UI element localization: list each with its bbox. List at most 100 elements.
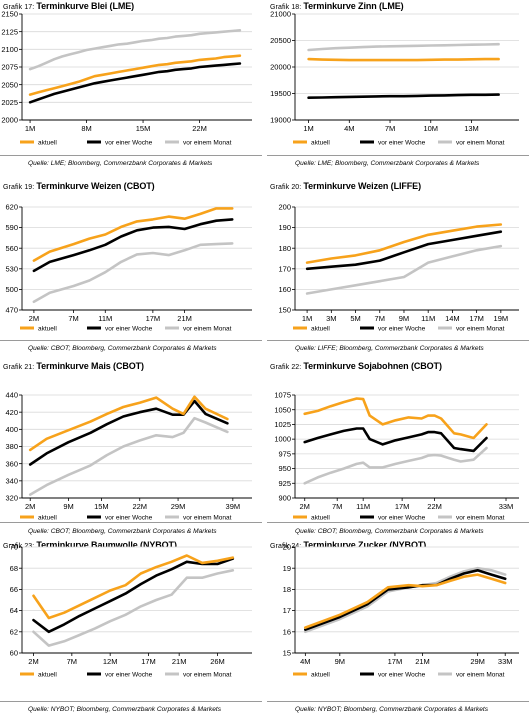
line-chart-tin: 19000 19500 20000 20500 21000 1M 4M 7M 10M 13M akt… xyxy=(270,10,519,146)
x-tick-label: 11M xyxy=(421,314,435,323)
x-tick-label: 2M xyxy=(300,502,310,511)
legend-label: vor einer Woche xyxy=(378,671,426,678)
y-tick-label: 17 xyxy=(283,606,291,615)
divider xyxy=(0,340,262,341)
series-line-vor-einer-woche xyxy=(307,93,500,99)
x-tick-label: 7M xyxy=(332,502,342,511)
x-tick-label: 11M xyxy=(98,314,112,323)
x-tick-label: 10M xyxy=(423,124,438,133)
legend-label: aktuell xyxy=(38,139,57,146)
y-tick-label: 21000 xyxy=(270,10,291,19)
y-tick-label: 1075 xyxy=(274,391,291,400)
source-note: Quelle: CBOT; Bloomberg, Commerzbank Cor… xyxy=(28,528,217,535)
x-tick-label: 22M xyxy=(427,502,442,511)
y-tick-label: 60 xyxy=(10,649,18,658)
x-tick-label: 29M xyxy=(470,657,485,666)
legend-label: vor einer Woche xyxy=(378,514,426,521)
y-tick-label: 19 xyxy=(283,564,291,573)
legend-label: vor einem Monat xyxy=(456,671,505,678)
source-note: Quelle: LME; Bloomberg, Commerzbank Corp… xyxy=(28,160,213,167)
chart-panel-g23: Grafik 23: Terminkurve Baumwolle (NYBOT)… xyxy=(0,539,262,714)
x-tick-label: 33M xyxy=(498,657,513,666)
y-tick-label: 18 xyxy=(283,585,291,594)
x-tick-label: 7M xyxy=(67,657,77,666)
y-tick-label: 1000 xyxy=(274,435,291,444)
x-tick-label: 8M xyxy=(81,124,91,133)
x-tick-label: 1M xyxy=(303,124,313,133)
x-tick-label: 9M xyxy=(399,314,409,323)
x-tick-label: 29M xyxy=(171,502,186,511)
source-note: Quelle: LME; Bloomberg, Commerzbank Corp… xyxy=(295,160,480,167)
divider xyxy=(0,701,262,702)
line-chart-sugar: 15 16 17 18 19 20 4M 9M 17M 21M 29M 33M aktuell vor e… xyxy=(283,543,519,678)
source-note: Quelle: NYBOT; Bloomberg, Commerzbank Co… xyxy=(28,706,221,713)
y-tick-label: 150 xyxy=(278,306,291,315)
chart-panel-g20: Grafik 20: Terminkurve Weizen (LIFFE) 15… xyxy=(267,180,529,355)
divider xyxy=(267,155,529,156)
y-tick-label: 2150 xyxy=(1,10,18,19)
series-line-aktuell xyxy=(32,207,234,262)
y-tick-label: 590 xyxy=(5,223,18,232)
source-note: Quelle: NYBOT; Bloomberg, Commerzbank Co… xyxy=(295,706,488,713)
x-tick-label: 22M xyxy=(132,502,147,511)
y-tick-label: 400 xyxy=(5,425,18,434)
line-chart-cotton: 60 62 64 66 68 70 2M 7M 12M 17M 21M 26M aktuell vor e… xyxy=(10,543,252,678)
legend-label: aktuell xyxy=(311,671,330,678)
chart-title: Grafik 19: Terminkurve Weizen (CBOT) xyxy=(3,181,155,191)
y-tick-label: 200 xyxy=(278,203,291,212)
y-tick-label: 180 xyxy=(278,244,291,253)
y-tick-label: 380 xyxy=(5,442,18,451)
y-tick-label: 2075 xyxy=(1,63,18,72)
series-line-vor-einer-woche xyxy=(32,218,234,273)
series-line-vor-einer-woche xyxy=(303,427,488,453)
y-tick-label: 70 xyxy=(10,543,18,552)
y-tick-label: 900 xyxy=(278,494,291,503)
x-tick-label: 14M xyxy=(445,314,460,323)
legend-label: aktuell xyxy=(311,514,330,521)
source-note: Quelle: CBOT; Bloomberg, Commerzbank Cor… xyxy=(295,528,484,535)
series-line-vor-einem-monat xyxy=(28,28,242,71)
y-tick-label: 420 xyxy=(5,408,18,417)
x-tick-label: 17M xyxy=(395,502,410,511)
x-tick-label: 9M xyxy=(335,657,345,666)
series-line-vor-einer-woche xyxy=(28,399,229,466)
x-tick-label: 17M xyxy=(146,314,161,323)
y-tick-label: 2025 xyxy=(1,98,18,107)
series-line-vor-einer-woche xyxy=(32,557,235,634)
x-tick-label: 4M xyxy=(344,124,354,133)
legend-label: aktuell xyxy=(311,325,330,332)
x-tick-label: 15M xyxy=(94,502,109,511)
legend-label: aktuell xyxy=(38,514,57,521)
x-tick-label: 33M xyxy=(499,502,514,511)
series-line-aktuell xyxy=(303,573,507,629)
y-tick-label: 170 xyxy=(278,264,291,273)
x-tick-label: 7M xyxy=(375,314,385,323)
y-tick-label: 160 xyxy=(278,285,291,294)
y-tick-label: 530 xyxy=(5,264,18,273)
y-tick-label: 15 xyxy=(283,649,291,658)
x-tick-label: 17M xyxy=(141,657,156,666)
legend-label: vor einer Woche xyxy=(105,514,153,521)
line-chart-wheat-liffe: 150 160 170 180 190 200 1M 3M 5M 7M 9M 11M 14M 17M 19M… xyxy=(278,203,519,332)
series-line-vor-einem-monat xyxy=(32,242,234,304)
y-tick-label: 2050 xyxy=(1,80,18,89)
y-tick-label: 62 xyxy=(10,627,18,636)
plot-area xyxy=(295,395,519,498)
x-tick-label: 5M xyxy=(350,314,360,323)
series-line-vor-einem-monat xyxy=(28,416,229,496)
x-tick-label: 17M xyxy=(388,657,403,666)
divider xyxy=(267,701,529,702)
line-chart-corn: 320 340 360 380 400 420 440 2M 9M 15M 22M 29M 39M akt… xyxy=(5,391,252,521)
line-chart-soybeans: 900 925 950 975 1000 1025 1050 1075 2M 7M 11M 17M 22… xyxy=(274,391,519,521)
y-tick-label: 2125 xyxy=(1,27,18,36)
y-tick-label: 1025 xyxy=(274,420,291,429)
y-tick-label: 500 xyxy=(5,285,18,294)
legend-label: vor einem Monat xyxy=(183,671,232,678)
chart-title: Grafik 18: Terminkurve Zinn (LME) xyxy=(270,1,404,11)
legend-label: vor einem Monat xyxy=(456,325,505,332)
legend-label: vor einer Woche xyxy=(105,325,153,332)
legend-label: vor einem Monat xyxy=(183,139,232,146)
x-tick-label: 2M xyxy=(25,502,35,511)
x-tick-label: 19M xyxy=(494,314,509,323)
chart-panel-g22: Grafik 22: Terminkurve Sojabohnen (CBOT)… xyxy=(267,360,529,535)
